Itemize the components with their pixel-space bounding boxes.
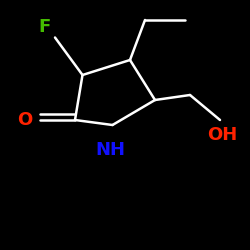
Text: OH: OH: [208, 126, 238, 144]
Text: O: O: [18, 111, 32, 129]
Text: NH: NH: [95, 141, 125, 159]
Text: F: F: [39, 18, 51, 36]
